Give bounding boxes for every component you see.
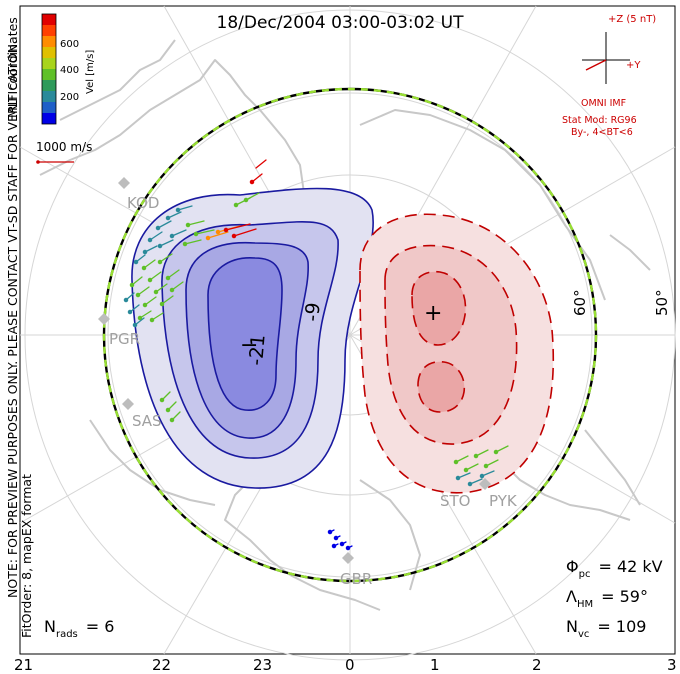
station-label-sas: SAS [132,412,162,430]
nrads-symbol: N [44,617,56,636]
contour-label-min: -21 [245,334,270,367]
potential-minimum-marker: − [240,333,258,358]
colorbar-tick-200: 200 [60,92,79,103]
station-label-sto: STO [440,492,471,510]
imf-vector [585,59,607,71]
station-label-kod: KOD [127,194,159,212]
colorbar-tick-600: 600 [60,39,79,50]
nvc-subscript: vc [578,629,589,640]
svg-text:Nvc= 109: Nvc = 109 [566,617,646,640]
imf-y-label: +Y [626,60,641,71]
svg-text:Nrads= 6: Nrads = 6 [44,617,114,640]
stat-model: Stat Mod: RG96 [562,115,637,126]
velocity-vectors [123,159,509,551]
station-label-pyk: PYK [489,492,518,510]
vector-red-high [255,159,267,169]
vector-cluster-gbr [327,529,353,551]
reference-vector-dot [36,160,40,164]
vector-cluster-sto-teal [455,470,495,487]
stat-model-condition: By-, 4<BT<6 [571,127,633,138]
stat-n-rads: Nrads = 6 [44,617,114,640]
svg-text:Φpc= 42 kV: Φpc = 42 kV [566,557,663,580]
nvc-symbol: N [566,617,578,636]
mlt-label-22: 22 [152,656,171,674]
nvc-value: = 109 [597,617,646,636]
reference-vector-label: 1000 m/s [36,140,92,154]
imf-source: OMNI IMF [581,98,626,109]
nrads-subscript: rads [56,629,78,640]
vector-cluster-pgr [129,253,184,323]
station-marker-pgr [98,313,110,325]
lambda-subscript: HM [577,599,593,610]
lambda-symbol: Λ [566,587,577,606]
coords-label: MLT coordinates [5,17,20,118]
stat-n-vc: Nvc = 109 [566,617,646,640]
mlt-label-3: 3 [667,656,677,674]
vector-cluster-sas [159,391,181,423]
phi-subscript: pc [579,569,591,580]
station-marker-sas [122,398,134,410]
stat-lambda-hm: ΛHM = 59° [566,587,648,610]
station-marker-gbr [342,552,354,564]
colorbar-unit-label: Vel [m/s] [85,50,96,94]
vector-cluster-kod-red [223,173,263,239]
velocity-colorbar [41,13,57,125]
potential-maximum-marker: + [424,301,442,326]
latitude-label-50: 50° [653,289,671,316]
station-marker-kod [118,177,130,189]
station-label-gbr: GBR [340,570,372,588]
nrads-value: = 6 [86,617,115,636]
negative-potential-cell [131,187,374,489]
station-marker-pyk [479,478,491,490]
fit-order-note: FitOrder: 8, mapEX format [19,474,34,638]
svg-text:ΛHM= 59°: ΛHM = 59° [566,587,648,610]
map-title: 18/Dec/2004 03:00-03:02 UT [217,13,465,33]
lambda-value: = 59° [601,587,648,606]
mlt-label-23: 23 [253,656,272,674]
mlt-label-0: 0 [345,656,355,674]
colorbar-tick-400: 400 [60,65,79,76]
mlt-label-21: 21 [14,656,33,674]
station-markers [98,177,491,564]
vector-cluster-kod [142,205,193,255]
contour-label-mid: -9 [301,302,325,323]
imf-z-label: +Z (5 nT) [608,14,656,25]
mlt-label-2: 2 [532,656,542,674]
latitude-label-60: 60° [571,289,589,316]
positive-potential-cell [359,213,555,494]
hm-boundary-dash [102,87,598,583]
phi-symbol: Φ [566,557,579,576]
preview-note: NOTE: FOR PREVIEW PURPOSES ONLY. PLEASE … [5,40,20,598]
mlt-label-1: 1 [430,656,440,674]
vector-cluster-pgr-teal [123,254,146,328]
stat-phi-pc: Φpc = 42 kV [566,557,663,580]
vector-cluster-kod-fast [182,192,260,247]
vector-cluster-sto [453,445,509,473]
station-label-pgr: PGR [109,330,140,348]
phi-value: = 42 kV [598,557,662,576]
